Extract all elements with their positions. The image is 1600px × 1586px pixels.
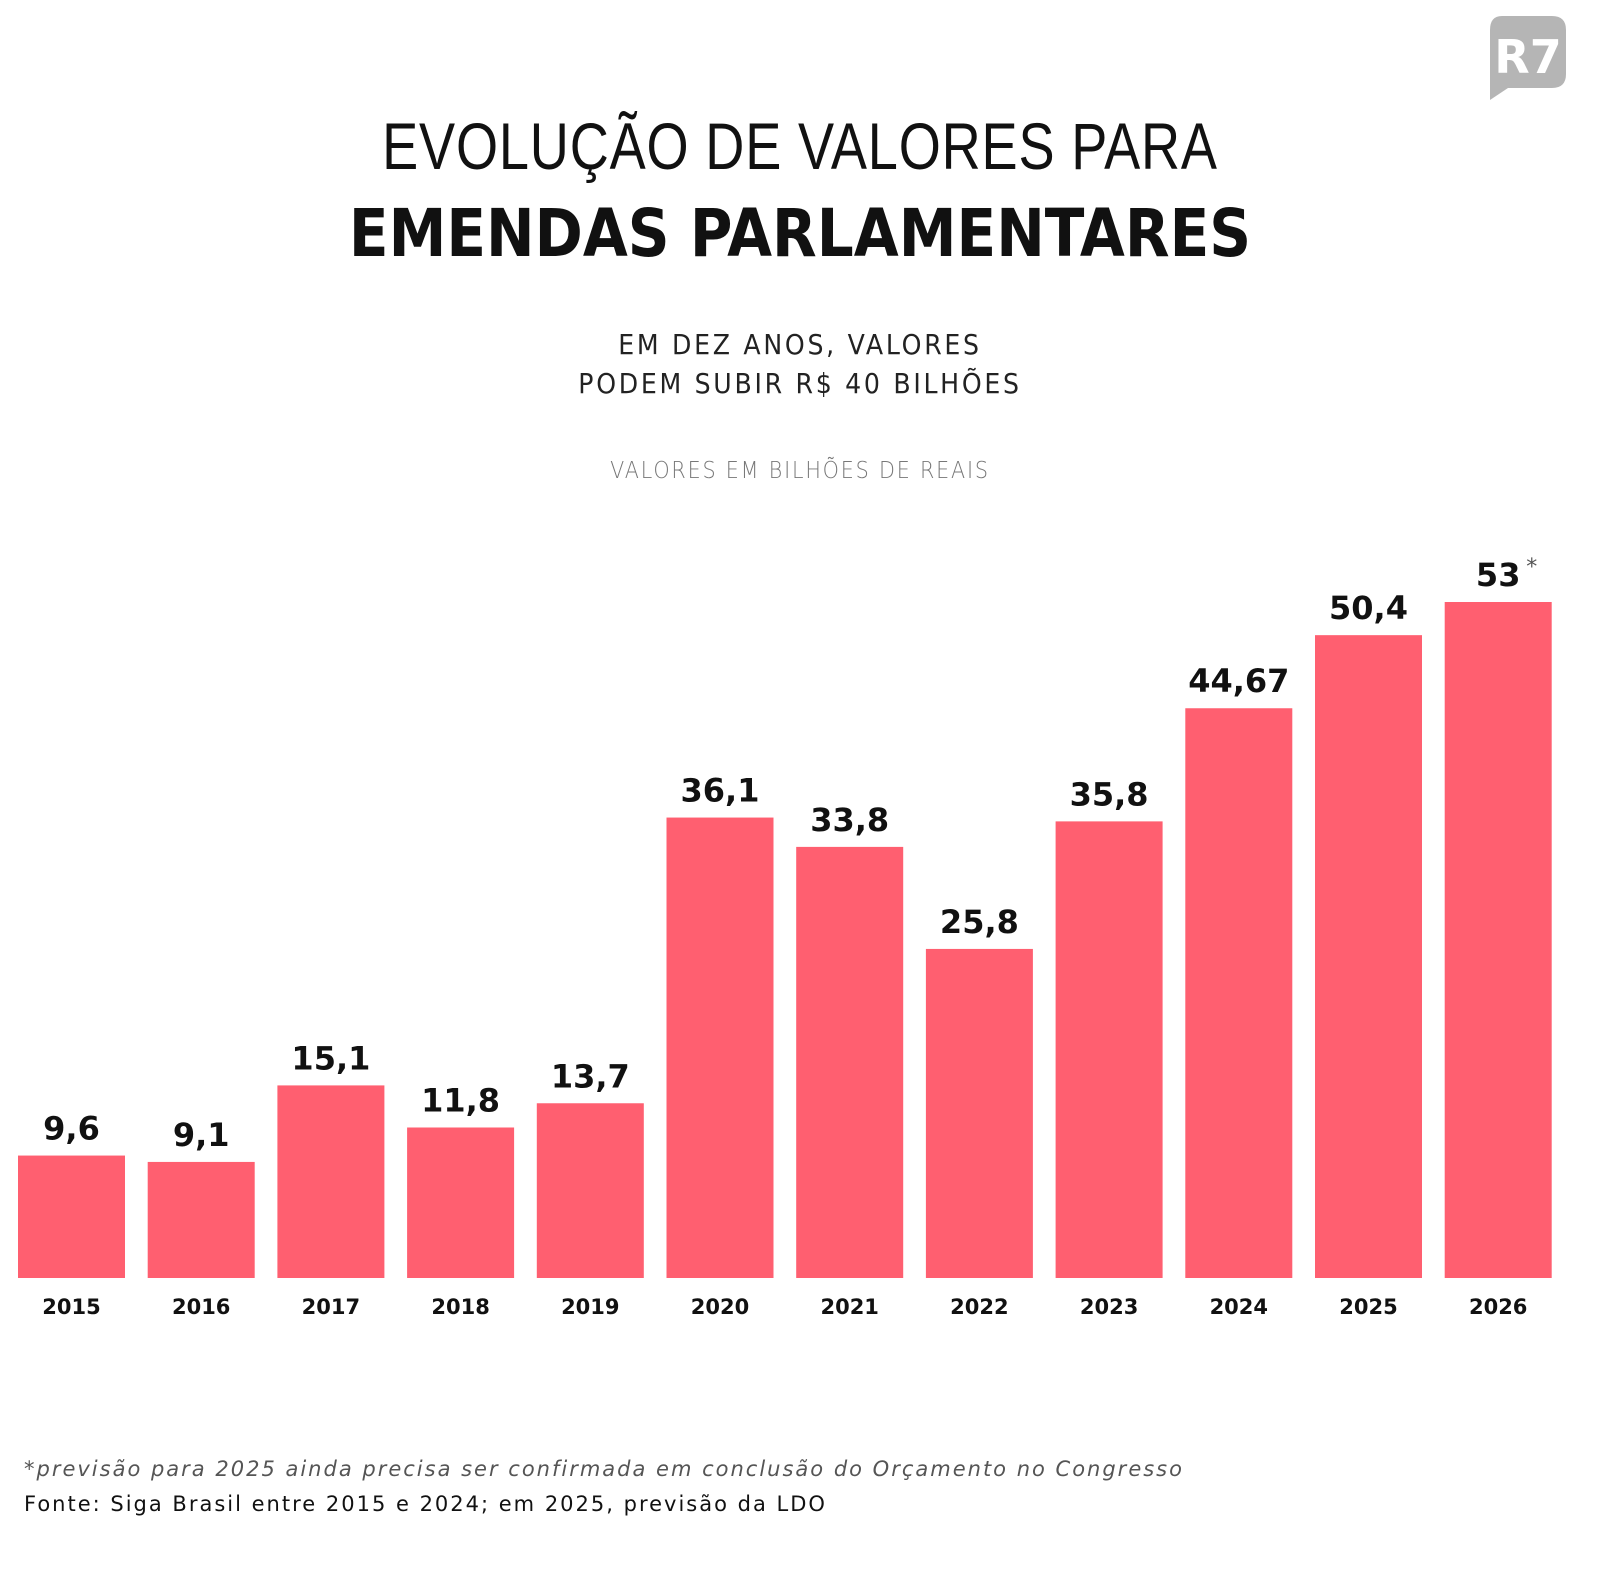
bar-2016 — [147, 1161, 255, 1278]
bar-2020 — [666, 817, 774, 1278]
source: Fonte: Siga Brasil entre 2015 e 2024; em… — [24, 1492, 827, 1516]
subtitle-line2: PODEM SUBIR R$ 40 BILHÕES — [578, 367, 1022, 400]
value-label-2019: 13,7 — [551, 1057, 630, 1095]
value-label-2026: 53 — [1476, 556, 1521, 594]
value-label-2025: 50,4 — [1329, 589, 1408, 627]
value-label-2024: 44,67 — [1188, 662, 1289, 700]
subtitle-line1: EM DEZ ANOS, VALORES — [618, 328, 982, 361]
value-label-2021: 33,8 — [810, 801, 889, 839]
x-tick-label-2018: 2018 — [431, 1295, 489, 1319]
x-tick-label-2024: 2024 — [1210, 1295, 1268, 1319]
x-tick-label-2019: 2019 — [561, 1295, 619, 1319]
x-tick-label-2025: 2025 — [1339, 1295, 1397, 1319]
annotation-2026: * — [1526, 555, 1537, 580]
value-label-2018: 11,8 — [421, 1081, 500, 1119]
value-label-2022: 25,8 — [940, 903, 1019, 941]
bar-2026 — [1444, 602, 1552, 1278]
x-tick-label-2021: 2021 — [820, 1295, 878, 1319]
bar-2015 — [18, 1155, 125, 1278]
bar-2021 — [796, 846, 904, 1278]
value-label-2023: 35,8 — [1070, 775, 1149, 813]
value-label-2020: 36,1 — [681, 772, 760, 810]
bar-2024 — [1185, 708, 1293, 1278]
bar-2023 — [1055, 821, 1163, 1278]
r7-logo: R7 — [1488, 16, 1568, 106]
bar-2017 — [277, 1085, 385, 1278]
svg-text:R7: R7 — [1494, 30, 1561, 84]
x-tick-label-2017: 2017 — [302, 1295, 360, 1319]
title-line1: EVOLUÇÃO DE VALORES PARA — [382, 109, 1218, 183]
x-tick-label-2020: 2020 — [691, 1295, 749, 1319]
bar-2019 — [536, 1103, 644, 1278]
bar-2025 — [1315, 635, 1422, 1278]
x-tick-label-2016: 2016 — [172, 1295, 230, 1319]
x-tick-label-2022: 2022 — [950, 1295, 1008, 1319]
bar-2018 — [407, 1127, 515, 1278]
footnote: *previsão para 2025 ainda precisa ser co… — [24, 1457, 1184, 1481]
value-label-2017: 15,1 — [291, 1039, 370, 1077]
x-tick-label-2015: 2015 — [42, 1295, 100, 1319]
x-tick-label-2023: 2023 — [1080, 1295, 1138, 1319]
unit-label: VALORES EM BILHÕES DE REAIS — [610, 458, 990, 484]
title-line2: EMENDAS PARLAMENTARES — [348, 195, 1252, 272]
x-tick-label-2026: 2026 — [1469, 1295, 1527, 1319]
value-label-2016: 9,1 — [173, 1116, 230, 1154]
bar-chart: 9,6 2015 9,1 2016 15,1 2017 11,8 2018 13,7 2019 36… — [18, 555, 1552, 1319]
value-label-2015: 9,6 — [43, 1110, 100, 1148]
bar-2022 — [925, 948, 1033, 1278]
